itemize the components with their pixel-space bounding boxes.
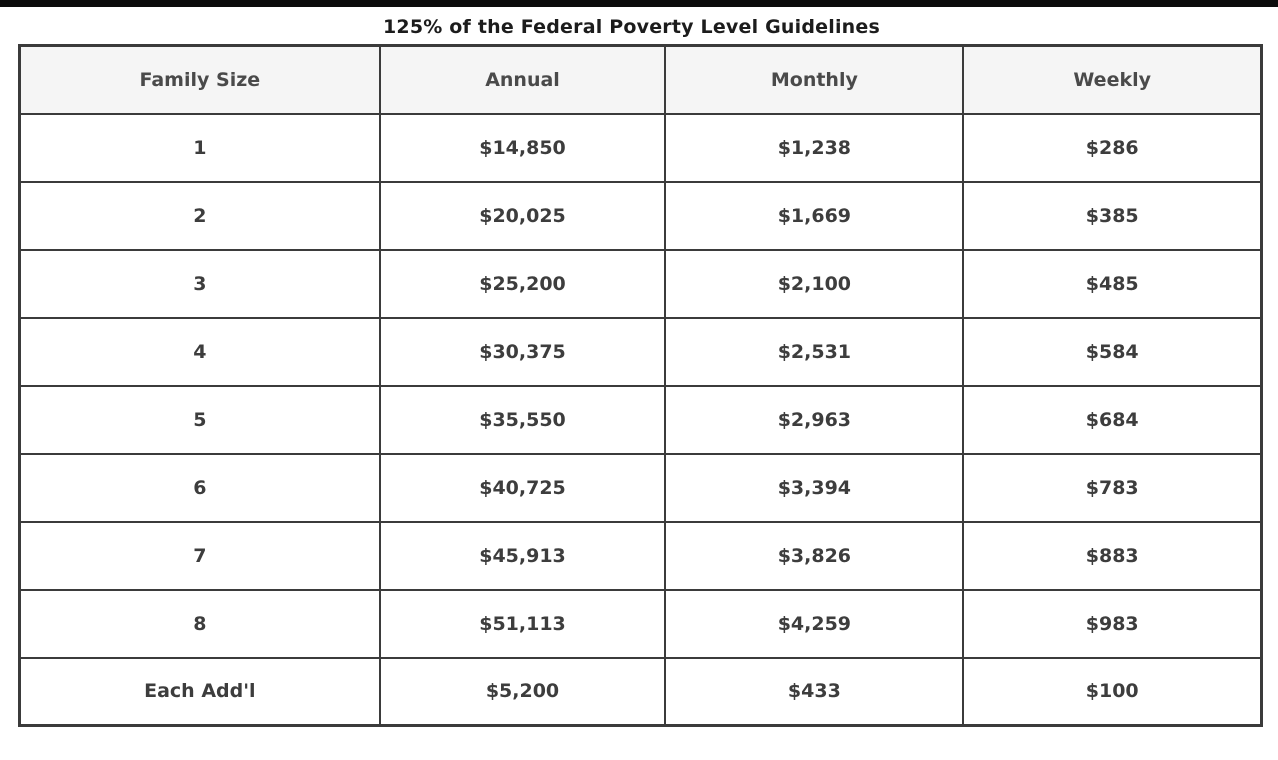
monthly-cell: $3,826 xyxy=(664,520,965,591)
annual-cell: $30,375 xyxy=(378,316,667,387)
weekly-cell: $783 xyxy=(962,452,1263,523)
table-row: 5 $35,550 $2,963 $684 xyxy=(18,384,1263,455)
family-size-cell: 8 xyxy=(18,588,381,659)
column-header-monthly: Monthly xyxy=(664,44,965,115)
monthly-cell: $3,394 xyxy=(664,452,965,523)
table-row: 1 $14,850 $1,238 $286 xyxy=(18,112,1263,183)
monthly-cell: $4,259 xyxy=(664,588,965,659)
monthly-cell: $433 xyxy=(664,656,965,727)
family-size-cell: 3 xyxy=(18,248,381,319)
table-body: 1 $14,850 $1,238 $286 2 $20,025 $1,669 $385 3 $25… xyxy=(18,112,1263,727)
table-row: 2 $20,025 $1,669 $385 xyxy=(18,180,1263,251)
family-size-cell: 1 xyxy=(18,112,381,183)
family-size-cell: 7 xyxy=(18,520,381,591)
annual-cell: $5,200 xyxy=(378,656,667,727)
monthly-cell: $1,669 xyxy=(664,180,965,251)
table-row: 8 $51,113 $4,259 $983 xyxy=(18,588,1263,659)
annual-cell: $40,725 xyxy=(378,452,667,523)
annual-cell: $45,913 xyxy=(378,520,667,591)
table-row: 3 $25,200 $2,100 $485 xyxy=(18,248,1263,319)
weekly-cell: $100 xyxy=(962,656,1263,727)
annual-cell: $51,113 xyxy=(378,588,667,659)
weekly-cell: $385 xyxy=(962,180,1263,251)
family-size-cell: 4 xyxy=(18,316,381,387)
page-title: 125% of the Federal Poverty Level Guidel… xyxy=(382,16,881,38)
weekly-cell: $584 xyxy=(962,316,1263,387)
monthly-cell: $2,531 xyxy=(664,316,965,387)
weekly-cell: $286 xyxy=(962,112,1263,183)
poverty-guidelines-table: Family Size Annual Monthly Weekly 1 $14,8… xyxy=(18,44,1263,727)
monthly-cell: $1,238 xyxy=(664,112,965,183)
family-size-cell: 5 xyxy=(18,384,381,455)
annual-cell: $35,550 xyxy=(378,384,667,455)
monthly-cell: $2,963 xyxy=(664,384,965,455)
top-border-bar xyxy=(0,0,1278,7)
annual-cell: $14,850 xyxy=(378,112,667,183)
table-row: Each Add'l $5,200 $433 $100 xyxy=(18,656,1263,727)
family-size-cell: 6 xyxy=(18,452,381,523)
weekly-cell: $983 xyxy=(962,588,1263,659)
annual-cell: $25,200 xyxy=(378,248,667,319)
table-header: Family Size Annual Monthly Weekly xyxy=(18,44,1263,115)
family-size-cell: Each Add'l xyxy=(18,656,381,727)
family-size-cell: 2 xyxy=(18,180,381,251)
column-header-annual: Annual xyxy=(378,44,667,115)
table-row: 6 $40,725 $3,394 $783 xyxy=(18,452,1263,523)
header-row: Family Size Annual Monthly Weekly xyxy=(18,44,1263,115)
monthly-cell: $2,100 xyxy=(664,248,965,319)
annual-cell: $20,025 xyxy=(378,180,667,251)
weekly-cell: $684 xyxy=(962,384,1263,455)
weekly-cell: $883 xyxy=(962,520,1263,591)
weekly-cell: $485 xyxy=(962,248,1263,319)
table-row: 4 $30,375 $2,531 $584 xyxy=(18,316,1263,387)
column-header-weekly: Weekly xyxy=(962,44,1263,115)
column-header-family-size: Family Size xyxy=(18,44,381,115)
table-row: 7 $45,913 $3,826 $883 xyxy=(18,520,1263,591)
